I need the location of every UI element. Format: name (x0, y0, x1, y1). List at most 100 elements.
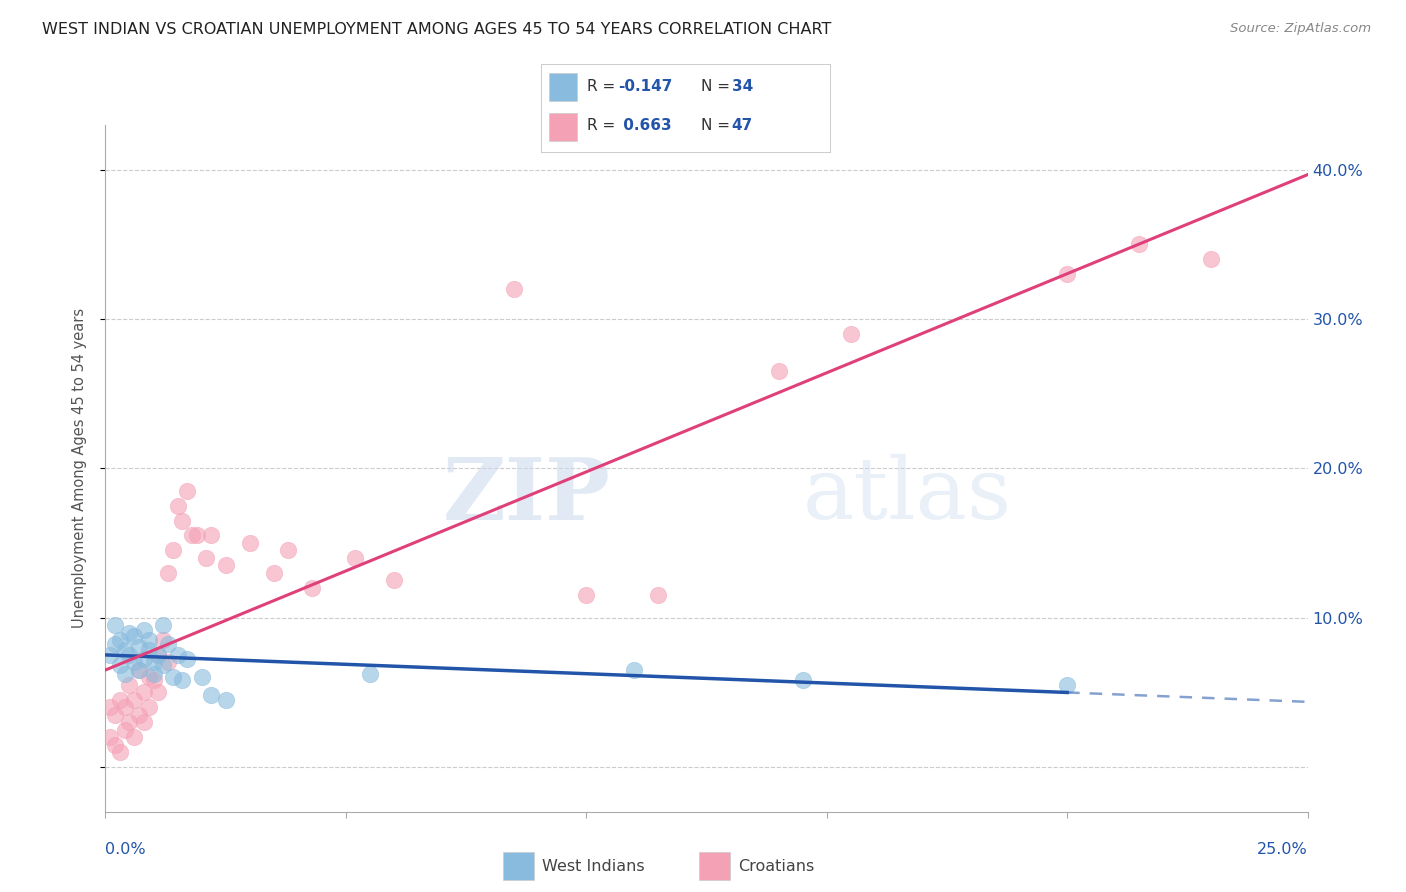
Point (176, 483, 198, 498)
Bar (699, 853, 730, 880)
Point (124, 628, 146, 642)
Point (503, 282, 526, 296)
Point (104, 738, 127, 752)
Point (301, 581, 323, 595)
Text: -0.147: -0.147 (617, 79, 672, 94)
Point (114, 667, 136, 681)
Point (132, 685, 155, 699)
Point (124, 692, 146, 706)
Text: ZIP: ZIP (443, 454, 610, 538)
Point (156, 566, 179, 580)
Point (118, 715, 141, 730)
Point (839, 326, 862, 341)
Point (162, 543, 184, 558)
Point (190, 670, 212, 684)
Point (200, 528, 222, 542)
Text: 34: 34 (731, 79, 752, 94)
Point (156, 656, 179, 670)
Bar (548, 73, 578, 101)
Point (200, 688, 222, 702)
Point (148, 685, 170, 699)
Point (142, 667, 165, 681)
Point (138, 633, 160, 648)
Bar (503, 853, 534, 880)
Point (98, 730, 121, 744)
Point (148, 648, 170, 662)
Point (359, 667, 381, 681)
Point (148, 648, 170, 662)
Text: N =: N = (702, 79, 735, 94)
Point (166, 499, 188, 513)
Point (214, 692, 236, 706)
Point (108, 745, 131, 759)
Point (132, 652, 155, 666)
Point (118, 678, 141, 692)
Point (768, 364, 790, 378)
Text: WEST INDIAN VS CROATIAN UNEMPLOYMENT AMONG AGES 45 TO 54 YEARS CORRELATION CHART: WEST INDIAN VS CROATIAN UNEMPLOYMENT AMO… (42, 22, 831, 37)
Point (104, 618, 127, 632)
Point (172, 673, 194, 688)
Point (382, 574, 405, 588)
Point (114, 643, 136, 657)
Text: 47: 47 (731, 119, 752, 133)
Point (124, 730, 146, 744)
Text: 0.0%: 0.0% (105, 841, 146, 856)
Point (181, 528, 204, 542)
Point (575, 588, 598, 602)
Point (104, 707, 127, 722)
Point (98, 648, 121, 662)
Point (162, 670, 184, 684)
Point (195, 550, 218, 565)
Point (263, 566, 285, 580)
Point (344, 550, 367, 565)
Point (156, 638, 179, 652)
Point (172, 514, 194, 528)
Point (132, 623, 155, 637)
Text: atlas: atlas (803, 454, 1012, 537)
Point (124, 656, 146, 670)
Point (98, 700, 121, 714)
Y-axis label: Unemployment Among Ages 45 to 54 years: Unemployment Among Ages 45 to 54 years (72, 309, 87, 628)
Text: West Indians: West Indians (541, 859, 644, 873)
Point (132, 715, 155, 730)
Point (142, 656, 165, 670)
Bar (548, 113, 578, 141)
Point (176, 652, 198, 666)
Text: R =: R = (588, 119, 620, 133)
Point (1128, 237, 1150, 252)
Point (792, 673, 814, 688)
Point (114, 723, 136, 737)
Point (118, 625, 141, 640)
Text: Croatians: Croatians (738, 859, 814, 873)
Point (104, 638, 127, 652)
Point (152, 658, 174, 673)
Text: 25.0%: 25.0% (1257, 841, 1308, 856)
Point (152, 618, 174, 632)
Point (647, 588, 669, 602)
Point (214, 558, 236, 573)
Point (118, 648, 141, 662)
Point (108, 658, 131, 673)
Point (239, 536, 262, 550)
Point (114, 700, 136, 714)
Point (108, 692, 131, 706)
Point (138, 670, 160, 684)
Text: 0.663: 0.663 (617, 119, 671, 133)
Text: N =: N = (702, 119, 735, 133)
Text: R =: R = (588, 79, 620, 94)
Point (128, 707, 150, 722)
Point (1201, 252, 1223, 267)
Point (128, 663, 150, 677)
Point (152, 633, 174, 648)
Point (108, 633, 131, 648)
Point (142, 673, 165, 688)
Point (128, 640, 150, 655)
Point (186, 528, 208, 542)
Point (1056, 267, 1078, 281)
Point (277, 543, 299, 558)
Point (128, 663, 150, 677)
Point (138, 700, 160, 714)
Point (1056, 678, 1078, 692)
Point (623, 663, 645, 677)
Point (166, 648, 188, 662)
